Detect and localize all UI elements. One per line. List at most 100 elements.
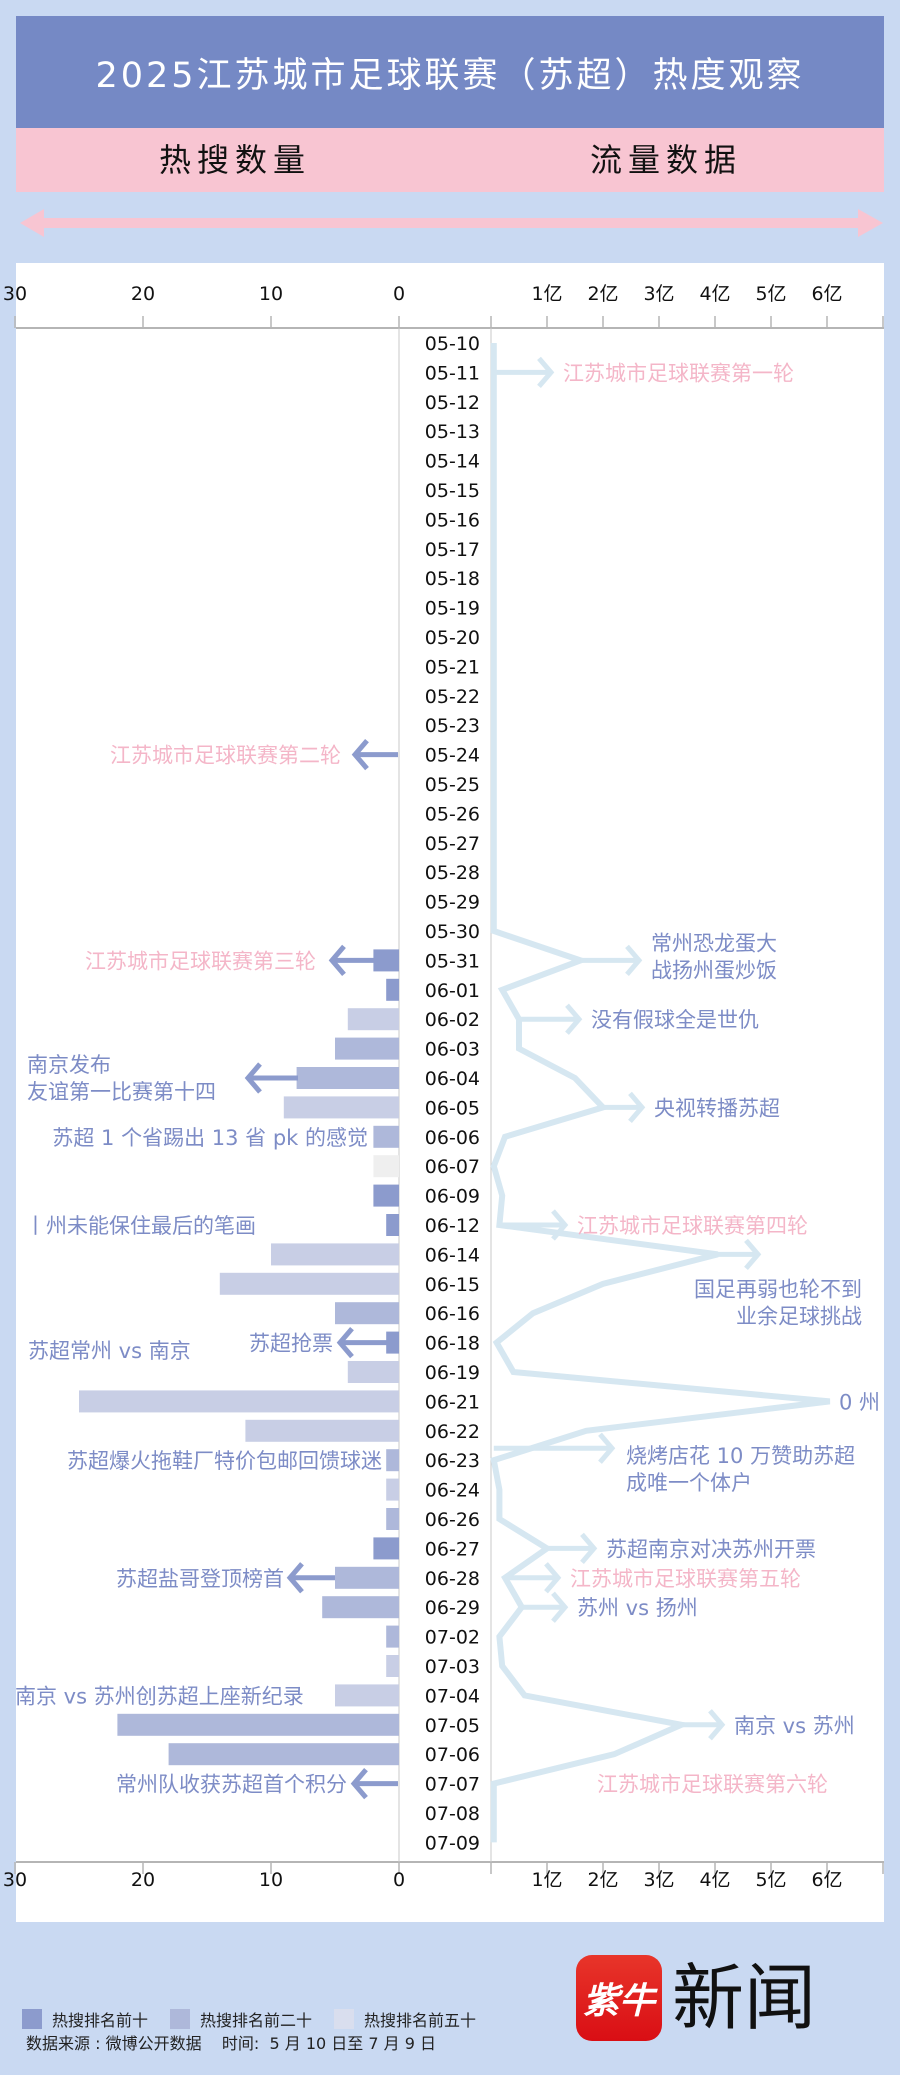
date-label: 06-28 bbox=[425, 1568, 480, 1590]
date-label: 05-19 bbox=[425, 598, 480, 620]
left-tick-label: 0 bbox=[393, 283, 405, 305]
date-label: 06-09 bbox=[425, 1186, 480, 1208]
hot-search-bar bbox=[296, 1067, 399, 1089]
legend-label-top10: 热搜排名前十 bbox=[52, 2011, 149, 2030]
right-tick-label: 4亿 bbox=[699, 1869, 730, 1891]
left-tick-label: 30 bbox=[3, 1869, 27, 1891]
legend: 热搜排名前十 热搜排名前二十 热搜排名前五十 bbox=[22, 2007, 476, 2031]
right-tick-label: 6亿 bbox=[811, 1869, 842, 1891]
date-label: 06-06 bbox=[425, 1127, 480, 1149]
right-tick-label: 3亿 bbox=[643, 1869, 674, 1891]
annotation-right-label: 国足再弱也轮不到 bbox=[694, 1277, 862, 1301]
annotation-left-label: 苏超常州 vs 南京 bbox=[28, 1339, 191, 1363]
logo-text: 新闻 bbox=[672, 1956, 817, 2040]
chart-panel bbox=[16, 263, 884, 1922]
date-label: 07-04 bbox=[425, 1685, 480, 1707]
hot-search-bar bbox=[373, 1125, 399, 1148]
annotation-right-label: 苏超南京对决苏州开票 bbox=[606, 1537, 816, 1561]
legend-swatch-top50 bbox=[334, 2009, 355, 2029]
annotation-arrow-head bbox=[580, 1532, 598, 1565]
annotation-left-label: 苏超盐哥登顶榜首 bbox=[116, 1567, 284, 1591]
annotation-left-label: 江苏城市足球联赛第三轮 bbox=[85, 949, 316, 973]
hot-search-bar bbox=[335, 1037, 399, 1060]
date-label: 06-14 bbox=[425, 1244, 480, 1266]
date-label: 07-02 bbox=[425, 1627, 480, 1649]
date-label: 06-29 bbox=[425, 1597, 480, 1619]
annotation-arrow-head bbox=[286, 1562, 304, 1594]
right-tick-label: 6亿 bbox=[811, 283, 842, 305]
annotation-arrow-head bbox=[551, 1591, 569, 1623]
date-label: 05-12 bbox=[425, 392, 480, 414]
hot-search-bar bbox=[271, 1243, 399, 1266]
left-tick-label: 10 bbox=[259, 1869, 283, 1891]
annotation-right-label: 江苏城市足球联赛第五轮 bbox=[570, 1567, 801, 1591]
date-label: 06-19 bbox=[425, 1362, 480, 1384]
page-title: 2025江苏城市足球联赛（苏超）热度观察 bbox=[16, 16, 884, 128]
hot-search-bar bbox=[386, 1449, 399, 1472]
date-label: 05-11 bbox=[425, 362, 480, 384]
date-label: 05-20 bbox=[425, 627, 480, 649]
date-label: 06-02 bbox=[425, 1009, 480, 1031]
date-label: 05-27 bbox=[425, 833, 480, 855]
date-label: 07-06 bbox=[425, 1744, 480, 1766]
legend-swatch-top20 bbox=[170, 2009, 191, 2029]
date-label: 05-13 bbox=[425, 421, 480, 443]
date-label: 05-15 bbox=[425, 480, 480, 502]
legend-label-top20: 热搜排名前二十 bbox=[200, 2011, 313, 2030]
date-label: 06-01 bbox=[425, 980, 480, 1002]
date-label: 05-17 bbox=[425, 539, 480, 561]
annotation-left-label: 丨州未能保住最后的笔画 bbox=[25, 1214, 256, 1238]
date-label: 07-05 bbox=[425, 1715, 480, 1737]
right-tick-label: 5亿 bbox=[755, 1869, 786, 1891]
hot-search-bar bbox=[283, 1096, 399, 1119]
annotation-left-label: 友谊第一比赛第十四 bbox=[27, 1080, 216, 1104]
hot-search-bar bbox=[386, 1478, 399, 1501]
hot-search-bar bbox=[168, 1743, 399, 1766]
hot-search-bar bbox=[322, 1596, 399, 1619]
right-subtitle: 流量数据 bbox=[589, 141, 743, 179]
annotation-left-label: 南京 vs 苏州创苏超上座新纪录 bbox=[15, 1684, 304, 1708]
annotation-arrow-head bbox=[598, 1432, 616, 1464]
annotation-right-label: 苏州 vs 扬州 bbox=[577, 1596, 698, 1620]
date-label: 07-07 bbox=[425, 1774, 480, 1796]
annotation-right-label: 成唯一个体户 bbox=[626, 1471, 752, 1495]
date-label: 05-26 bbox=[425, 803, 480, 825]
date-label: 06-22 bbox=[425, 1421, 480, 1443]
date-label: 05-31 bbox=[425, 950, 480, 972]
annotation-right-label: 业余足球挑战 bbox=[736, 1304, 862, 1328]
hot-search-bar bbox=[373, 1184, 399, 1207]
date-label: 06-05 bbox=[425, 1097, 480, 1119]
annotation-arrow-head bbox=[551, 1209, 569, 1241]
left-tick-label: 20 bbox=[131, 1869, 155, 1891]
date-label: 05-25 bbox=[425, 774, 480, 796]
annotation-right-label: 央视转播苏超 bbox=[654, 1096, 780, 1120]
hot-search-bar bbox=[347, 1008, 399, 1031]
annotation-right-label: 江苏城市足球联赛第一轮 bbox=[563, 361, 794, 385]
right-tick-label: 1亿 bbox=[531, 283, 562, 305]
date-label: 06-15 bbox=[425, 1274, 480, 1296]
annotation-arrow-head bbox=[628, 1091, 646, 1124]
hot-search-bar bbox=[386, 1625, 399, 1648]
date-label: 07-08 bbox=[425, 1803, 480, 1825]
date-label: 07-03 bbox=[425, 1656, 480, 1678]
annotation-arrow-head bbox=[708, 1709, 726, 1741]
date-label: 05-21 bbox=[425, 656, 480, 678]
annotation-left-label: 江苏城市足球联赛第二轮 bbox=[110, 744, 341, 768]
hot-search-bar bbox=[373, 949, 399, 972]
annotation-right-label: 江苏城市足球联赛第四轮 bbox=[577, 1214, 808, 1238]
right-tick-label: 5亿 bbox=[755, 283, 786, 305]
date-label: 06-16 bbox=[425, 1303, 480, 1325]
hot-search-bar bbox=[386, 1214, 399, 1236]
legend-swatch-top10 bbox=[22, 2009, 42, 2029]
left-tick-label: 0 bbox=[393, 1869, 405, 1891]
date-label: 06-03 bbox=[425, 1039, 480, 1061]
date-label: 06-27 bbox=[425, 1538, 480, 1560]
date-label: 06-26 bbox=[425, 1509, 480, 1531]
date-label: 06-12 bbox=[425, 1215, 480, 1237]
date-label: 05-14 bbox=[425, 451, 480, 473]
annotation-right-label: 南京 vs 苏州 bbox=[734, 1714, 855, 1738]
left-tick-label: 20 bbox=[131, 283, 155, 305]
right-tick-label: 2亿 bbox=[587, 1869, 618, 1891]
hot-search-bar bbox=[386, 1508, 399, 1530]
date-label: 06-18 bbox=[425, 1333, 480, 1355]
